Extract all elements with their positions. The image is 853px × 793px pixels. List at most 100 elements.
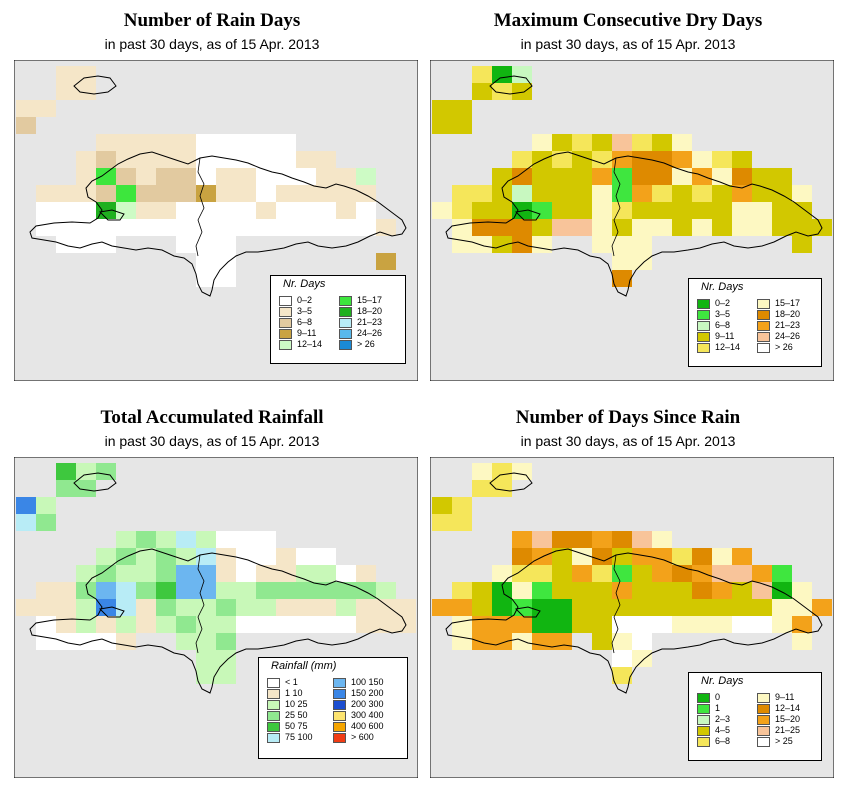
grid-cell bbox=[316, 582, 336, 599]
grid-cell bbox=[512, 633, 532, 650]
legend-swatch bbox=[757, 737, 770, 747]
grid-cell bbox=[612, 548, 632, 565]
legend-label: 1 bbox=[715, 703, 721, 713]
grid-cell bbox=[76, 66, 96, 83]
grid-cell bbox=[792, 185, 812, 202]
panel-title: Number of Rain Days bbox=[123, 10, 301, 31]
grid-cell bbox=[256, 531, 276, 548]
grid-cell bbox=[692, 582, 712, 599]
grid-cell bbox=[472, 633, 492, 650]
legend-swatch bbox=[697, 704, 710, 714]
grid-cell bbox=[96, 151, 116, 168]
grid-cell bbox=[492, 236, 512, 253]
legend-label: 0 bbox=[715, 692, 721, 702]
legend-label: 12–14 bbox=[775, 703, 801, 713]
grid-cell bbox=[196, 599, 216, 616]
grid-cell bbox=[532, 582, 552, 599]
grid-cell bbox=[592, 548, 612, 565]
grid-cell bbox=[156, 531, 176, 548]
legend-label: 15–17 bbox=[357, 295, 383, 305]
legend-swatch bbox=[757, 704, 770, 714]
grid-cell bbox=[512, 168, 532, 185]
grid-cell bbox=[612, 202, 632, 219]
legend-title: Nr. Days bbox=[701, 675, 744, 687]
legend-swatch bbox=[697, 343, 710, 353]
grid-cell bbox=[116, 185, 136, 202]
legend-label: 6–8 bbox=[297, 317, 313, 327]
grid-cell bbox=[116, 219, 136, 236]
grid-cell bbox=[176, 151, 196, 168]
grid-cell bbox=[512, 582, 532, 599]
grid-cell bbox=[36, 100, 56, 117]
grid-cell bbox=[672, 151, 692, 168]
grid-cell bbox=[296, 548, 316, 565]
grid-cell bbox=[612, 270, 632, 287]
grid-cell bbox=[452, 236, 472, 253]
grid-cell bbox=[196, 253, 216, 270]
grid-cell bbox=[512, 548, 532, 565]
grid-cell bbox=[512, 531, 532, 548]
grid-cell bbox=[276, 565, 296, 582]
coastline-tortuga bbox=[73, 75, 117, 95]
grid-cells bbox=[432, 463, 832, 684]
legend-label: > 26 bbox=[775, 342, 793, 352]
grid-cell bbox=[376, 616, 396, 633]
legend-swatch bbox=[279, 329, 292, 339]
grid-cell bbox=[692, 599, 712, 616]
legend-label: 18–20 bbox=[775, 309, 801, 319]
grid-cell bbox=[176, 565, 196, 582]
grid-cell bbox=[512, 236, 532, 253]
legend-label: > 600 bbox=[351, 732, 374, 742]
grid-cell bbox=[712, 151, 732, 168]
legend-swatch bbox=[333, 678, 346, 688]
legend-swatch bbox=[333, 689, 346, 699]
grid-cell bbox=[752, 202, 772, 219]
grid-cell bbox=[296, 599, 316, 616]
grid-cell bbox=[196, 582, 216, 599]
grid-cell bbox=[612, 565, 632, 582]
grid-cell bbox=[752, 185, 772, 202]
legend-label: 21–23 bbox=[775, 320, 801, 330]
grid-cell bbox=[772, 599, 792, 616]
grid-cell bbox=[732, 185, 752, 202]
legend-label: 9–11 bbox=[297, 328, 317, 338]
grid-cell bbox=[176, 548, 196, 565]
grid-cell bbox=[572, 616, 592, 633]
grid-cell bbox=[652, 219, 672, 236]
legend-label: 12–14 bbox=[297, 339, 323, 349]
grid-cell bbox=[76, 219, 96, 236]
grid-cell bbox=[732, 582, 752, 599]
grid-cell bbox=[612, 616, 632, 633]
grid-cell bbox=[772, 168, 792, 185]
grid-cell bbox=[612, 236, 632, 253]
grid-cell bbox=[712, 616, 732, 633]
grid-cell bbox=[592, 633, 612, 650]
grid-cell bbox=[672, 599, 692, 616]
legend-swatch bbox=[279, 296, 292, 306]
grid-cell bbox=[612, 219, 632, 236]
grid-cell bbox=[176, 134, 196, 151]
grid-cell bbox=[276, 616, 296, 633]
grid-cell bbox=[76, 236, 96, 253]
grid-cell bbox=[96, 565, 116, 582]
grid-cell bbox=[432, 202, 452, 219]
grid-cell bbox=[472, 463, 492, 480]
grid-cell bbox=[96, 185, 116, 202]
legend-swatch bbox=[757, 343, 770, 353]
grid-cell bbox=[492, 83, 512, 100]
grid-cell bbox=[196, 633, 216, 650]
coastline-hispaniola bbox=[29, 548, 407, 694]
grid-cell bbox=[36, 497, 56, 514]
legend-label: 4–5 bbox=[715, 725, 731, 735]
legend-label: 2–3 bbox=[715, 714, 731, 724]
legend-swatch bbox=[757, 299, 770, 309]
grid-cell bbox=[472, 480, 492, 497]
grid-cell bbox=[672, 565, 692, 582]
grid-cell bbox=[16, 100, 36, 117]
grid-cell bbox=[336, 599, 356, 616]
grid-cell bbox=[672, 582, 692, 599]
grid-cell bbox=[36, 185, 56, 202]
grid-cell bbox=[176, 202, 196, 219]
grid-cell bbox=[196, 565, 216, 582]
grid-cell bbox=[216, 531, 236, 548]
